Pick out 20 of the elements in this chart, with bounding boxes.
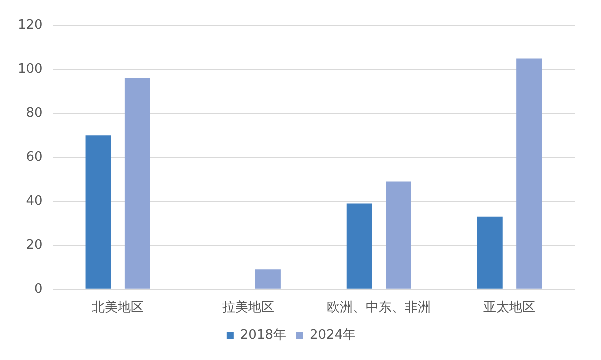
bar (477, 216, 503, 289)
y-tick-label: 100 (18, 62, 43, 78)
bar (255, 270, 281, 289)
y-tick-label: 60 (26, 150, 43, 165)
x-tick-label: 北美地区 (92, 300, 144, 316)
legend-label: 2018年 (240, 328, 287, 343)
bar (386, 182, 412, 289)
y-tick-label: 80 (26, 106, 43, 122)
y-tick-label: 20 (26, 238, 43, 253)
x-tick-label: 欧洲、中东、非洲 (327, 300, 432, 316)
y-tick-label: 120 (18, 18, 43, 34)
x-tick-label: 拉美地区 (222, 300, 275, 316)
bar (516, 58, 542, 289)
bar (124, 78, 150, 289)
x-tick-label: 亚太地区 (484, 300, 536, 316)
bar (346, 204, 372, 289)
y-tick-label: 40 (26, 194, 43, 209)
legend-label: 2024年 (310, 328, 356, 343)
bar (86, 136, 112, 289)
y-tick-label: 0 (34, 282, 43, 297)
